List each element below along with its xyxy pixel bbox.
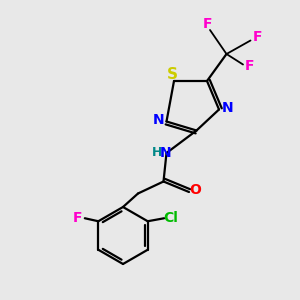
Text: O: O: [190, 183, 202, 196]
Text: F: F: [202, 17, 212, 31]
Text: N: N: [153, 113, 164, 127]
Text: S: S: [167, 67, 178, 82]
Text: Cl: Cl: [164, 211, 178, 225]
Text: F: F: [252, 30, 262, 44]
Text: F: F: [73, 211, 82, 225]
Text: H: H: [152, 146, 163, 160]
Text: N: N: [160, 146, 172, 160]
Text: F: F: [245, 59, 254, 73]
Text: N: N: [221, 101, 233, 115]
